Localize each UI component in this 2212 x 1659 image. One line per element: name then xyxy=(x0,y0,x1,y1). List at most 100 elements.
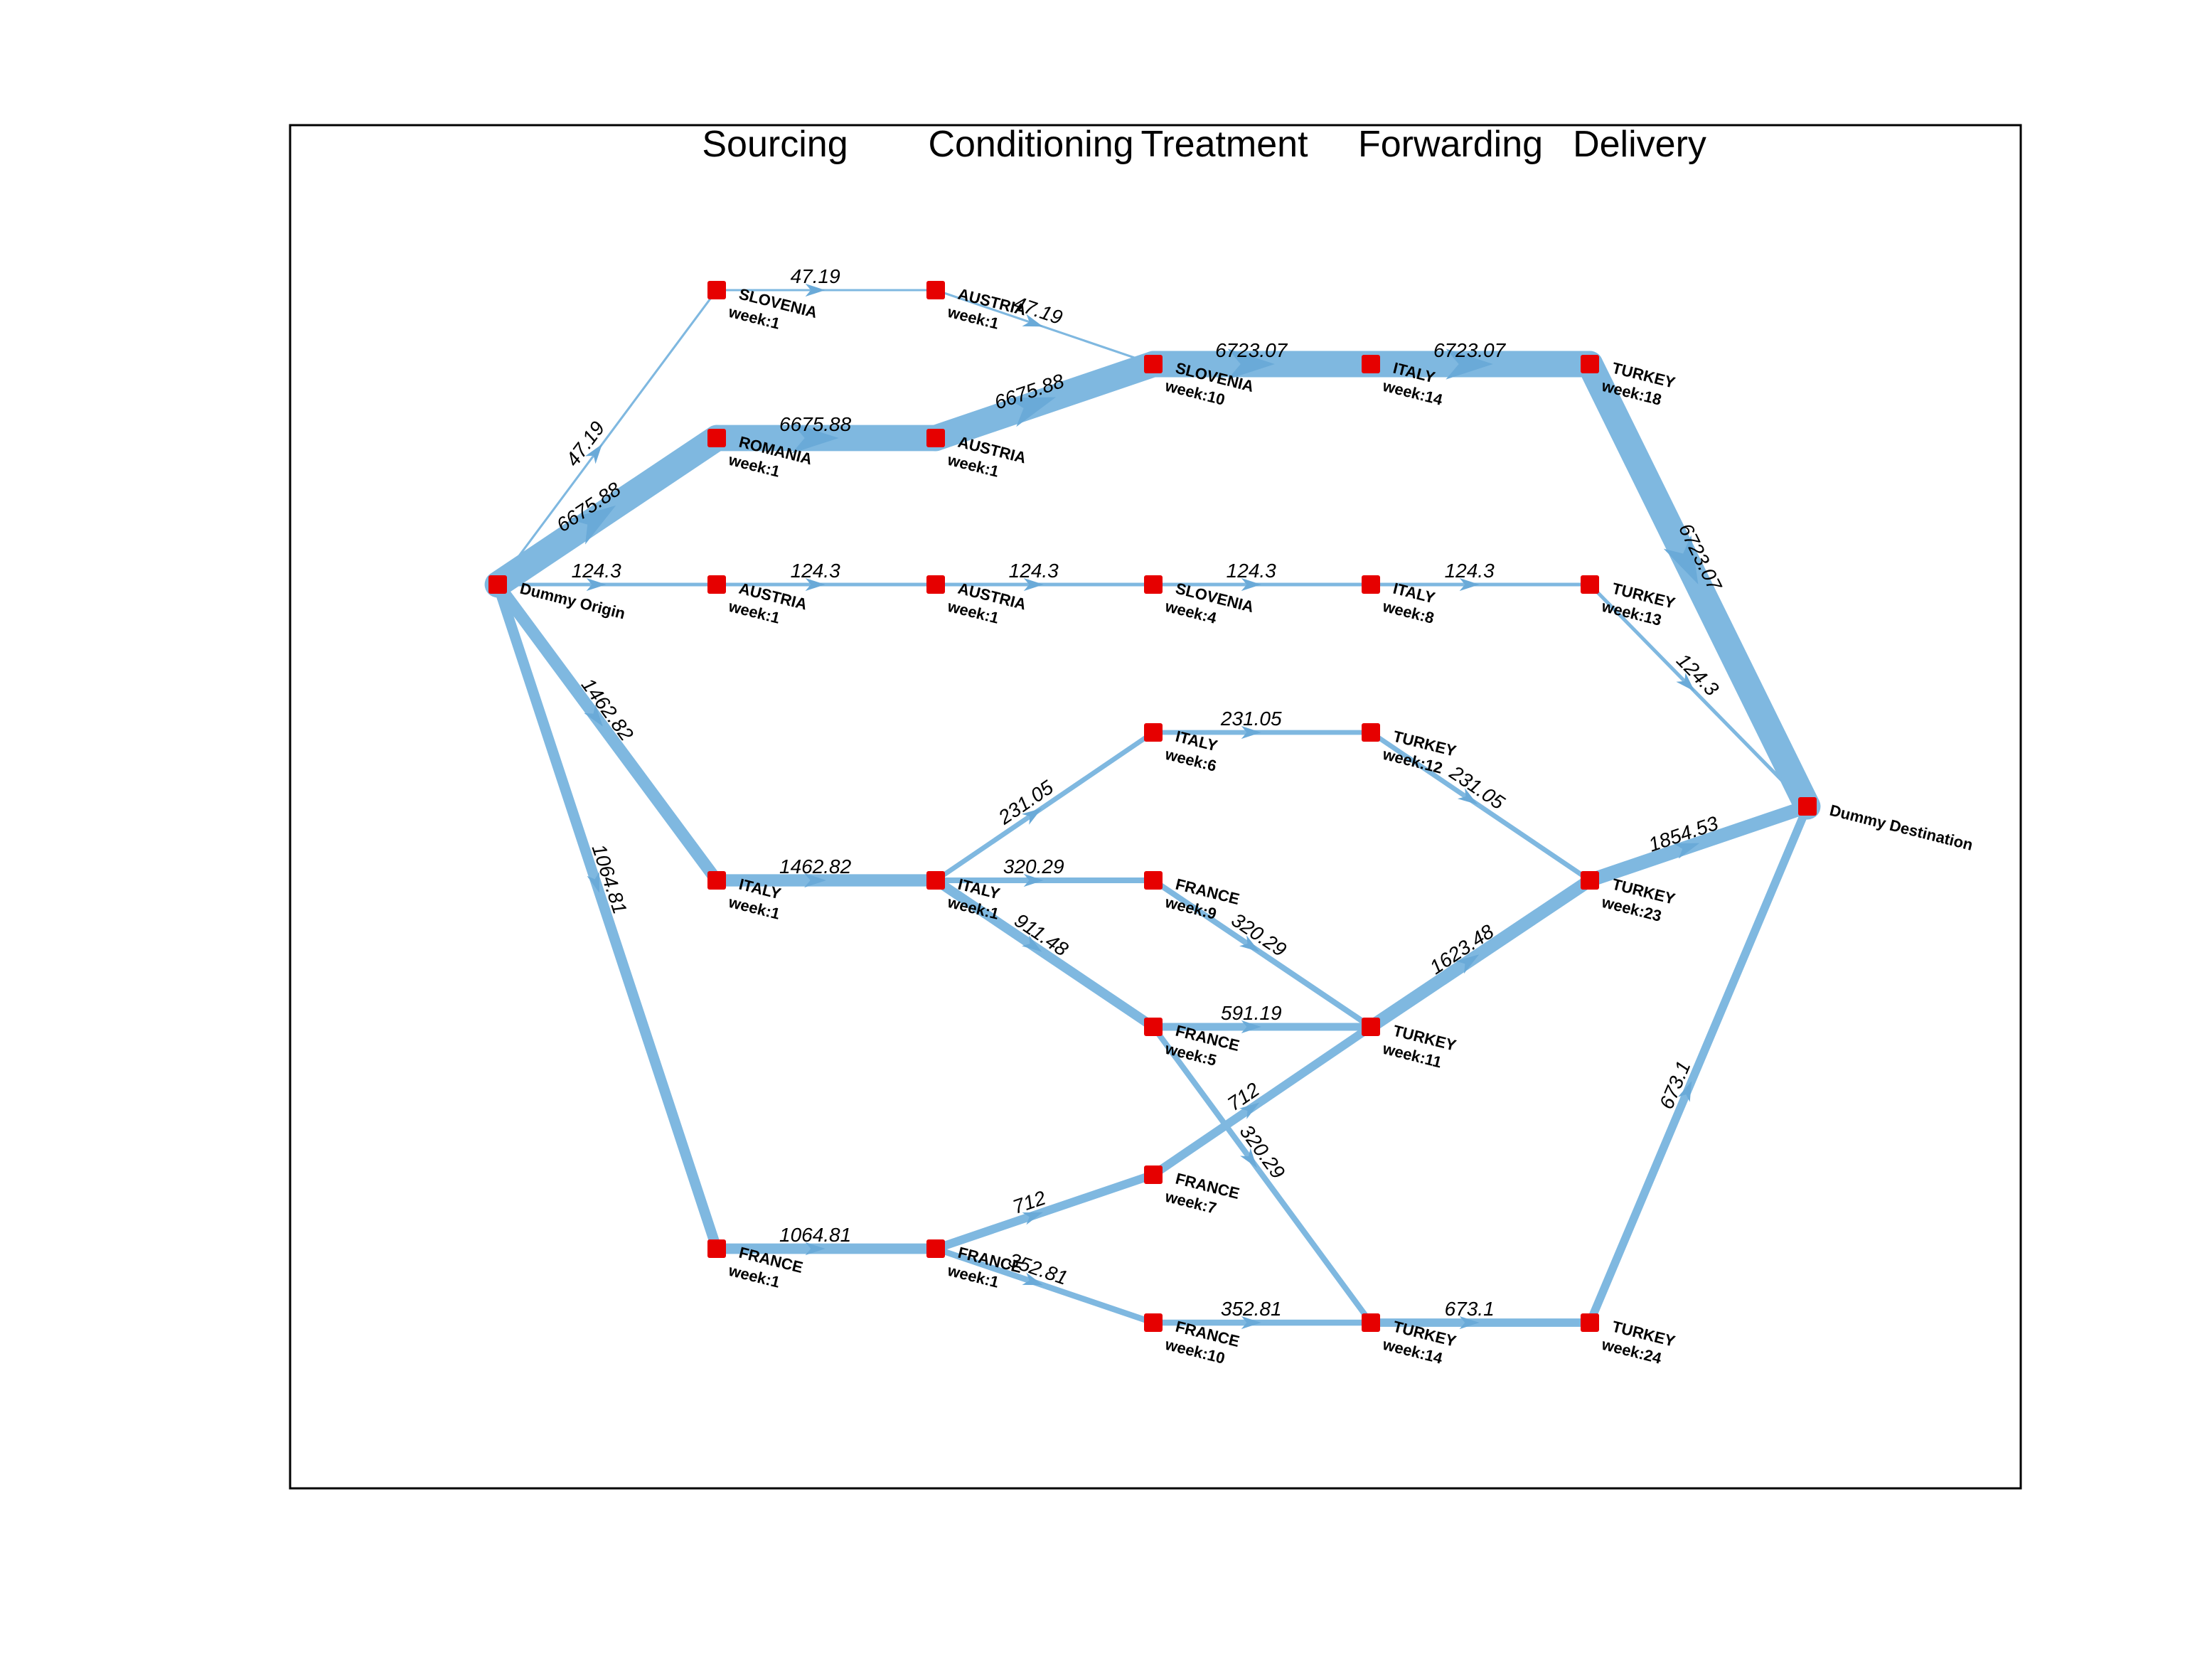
edge-line xyxy=(496,289,718,586)
flow-arrow-icon xyxy=(584,444,602,464)
edge-line xyxy=(491,578,723,887)
flow-edge: 47.19 xyxy=(496,289,718,586)
node-marker xyxy=(488,575,507,594)
node-week: week:14 xyxy=(1380,377,1445,409)
flow-arrow-icon xyxy=(1446,348,1493,380)
flow-arrow-icon xyxy=(1457,788,1478,805)
flow-arrow-icon xyxy=(1240,1148,1257,1168)
node-f_tur12: TURKEYweek:12 xyxy=(1362,723,1458,779)
stage-title-conditioning: Conditioning xyxy=(928,124,1133,165)
flow-edge: 124.3 xyxy=(1151,560,1373,592)
node-label: AUSTRIAweek:1 xyxy=(945,283,1028,338)
edge-line xyxy=(1588,582,1810,809)
flow-arrow-icon xyxy=(1663,535,1699,585)
flow-arrow-icon xyxy=(586,577,607,592)
node-marker xyxy=(707,281,726,299)
node-marker xyxy=(1144,1165,1163,1184)
node-marker xyxy=(1581,1313,1599,1332)
flow-edge: 6723.07 xyxy=(1576,351,1821,820)
node-marker xyxy=(926,871,945,890)
node-f_tur11: TURKEYweek:11 xyxy=(1362,1018,1458,1072)
node-label: FRANCEweek:7 xyxy=(1163,1168,1241,1222)
node-label: TURKEYweek:13 xyxy=(1599,577,1677,631)
node-label: TURKEYweek:24 xyxy=(1599,1316,1677,1370)
node-marker xyxy=(1581,871,1599,890)
node-t_slo4: SLOVENIAweek:4 xyxy=(1144,575,1256,635)
edge-line xyxy=(933,730,1156,883)
flow-edge: 712 xyxy=(931,1170,1158,1254)
flow-label: 320.29 xyxy=(1003,855,1064,877)
flow-edge: 6675.88 xyxy=(703,413,949,454)
flow-edge: 124.3 xyxy=(934,560,1155,592)
flow-edge: 320.29 xyxy=(932,855,1157,887)
node-marker xyxy=(1144,723,1163,742)
plot-frame xyxy=(289,124,2022,1490)
stage-title-treatment: Treatment xyxy=(1140,124,1308,165)
edge-line xyxy=(1364,873,1597,1034)
flow-edge: 1064.81 xyxy=(711,1224,941,1256)
node-marker xyxy=(1144,1018,1163,1036)
flow-arrow-icon xyxy=(805,577,826,592)
flow-edge: 1854.53 xyxy=(1583,799,1815,887)
flow-arrow-icon xyxy=(568,505,616,545)
node-label: SLOVENIAweek:1 xyxy=(726,283,819,341)
flow-arrow-icon xyxy=(1022,1272,1043,1286)
node-label: TURKEYweek:12 xyxy=(1380,725,1458,779)
edge-line xyxy=(932,1245,1157,1326)
node-marker xyxy=(1144,575,1163,594)
edges-layer: 47.196675.88124.31462.821064.8147.196675… xyxy=(484,265,1821,1330)
node-marker xyxy=(1144,871,1163,890)
node-marker xyxy=(1362,1313,1380,1332)
flow-edge: 47.19 xyxy=(715,265,937,297)
flow-edge: 6675.88 xyxy=(922,351,1167,452)
node-f_tur14: TURKEYweek:14 xyxy=(1362,1313,1458,1367)
flow-label: 124.3 xyxy=(1227,560,1276,582)
edge-line xyxy=(1368,730,1593,883)
flow-label: 352.81 xyxy=(1221,1298,1282,1320)
node-marker xyxy=(707,871,726,890)
flow-label: 673.1 xyxy=(1445,1298,1495,1320)
node-marker xyxy=(1362,1018,1380,1036)
node-marker xyxy=(1581,355,1599,373)
flow-label: 712 xyxy=(1224,1078,1263,1115)
flow-arrow-icon xyxy=(1677,1081,1692,1102)
stage-title-delivery: Delivery xyxy=(1573,124,1706,165)
flow-arrow-icon xyxy=(1676,673,1695,692)
flow-arrow-icon xyxy=(1022,314,1043,327)
edge-line xyxy=(492,579,722,1254)
edge-line xyxy=(1576,351,1821,820)
flow-arrow-icon xyxy=(1241,577,1261,592)
node-label: TURKEYweek:23 xyxy=(1599,873,1677,927)
flow-label: 47.19 xyxy=(791,265,840,287)
stage-titles: Sourcing Conditioning Treatment Forwardi… xyxy=(702,124,1706,165)
node-marker xyxy=(707,575,726,594)
flow-arrow-icon xyxy=(1022,808,1042,825)
node-c_fra: FRANCEweek:1 xyxy=(926,1239,1024,1291)
stage-title-sourcing: Sourcing xyxy=(702,124,848,165)
edge-line xyxy=(1150,877,1374,1030)
flow-label: 6723.07 xyxy=(1215,339,1288,361)
edge-line xyxy=(1148,1022,1376,1180)
flow-label: 124.3 xyxy=(1445,560,1495,582)
flow-arrow-icon xyxy=(1022,1212,1043,1225)
flow-label: 124.3 xyxy=(572,560,621,582)
edge-line xyxy=(1150,1023,1374,1326)
node-c_aus2: AUSTRIAweek:1 xyxy=(926,429,1028,481)
node-label: SLOVENIAweek:4 xyxy=(1163,577,1256,635)
flow-label: 231.05 xyxy=(1220,708,1282,730)
node-marker xyxy=(926,281,945,299)
flow-arrow-icon xyxy=(804,873,827,888)
flow-edge: 6723.07 xyxy=(1140,339,1384,380)
node-label: FRANCEweek:9 xyxy=(1163,873,1241,927)
flow-arrow-icon xyxy=(1459,577,1480,592)
node-marker xyxy=(1798,797,1817,816)
node-marker xyxy=(1362,355,1380,373)
flow-arrow-icon xyxy=(1239,1102,1260,1119)
flow-edge: 124.3 xyxy=(1369,560,1592,592)
node-marker xyxy=(1144,1313,1163,1332)
flow-arrow-icon xyxy=(791,422,839,454)
flow-label: 6675.88 xyxy=(779,413,852,435)
flow-edge: 1064.81 xyxy=(492,579,722,1254)
flow-arrow-icon xyxy=(587,872,599,893)
